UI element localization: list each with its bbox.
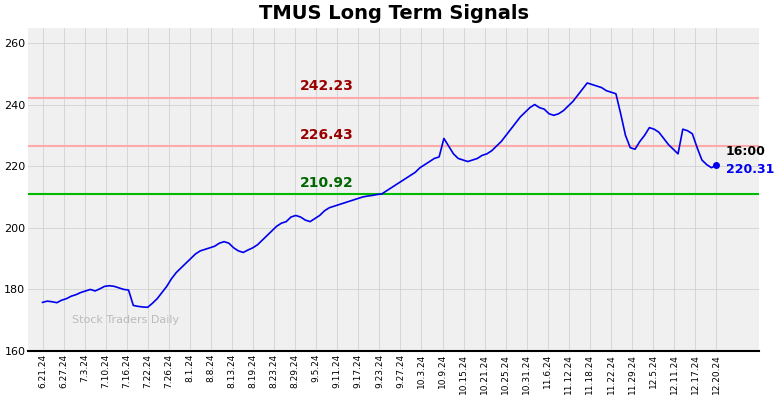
Text: 242.23: 242.23 <box>300 79 354 93</box>
Text: 210.92: 210.92 <box>300 176 354 189</box>
Text: Stock Traders Daily: Stock Traders Daily <box>72 315 180 325</box>
Text: 16:00: 16:00 <box>726 145 766 158</box>
Text: 220.31: 220.31 <box>726 163 774 176</box>
Text: 226.43: 226.43 <box>300 128 354 142</box>
Title: TMUS Long Term Signals: TMUS Long Term Signals <box>259 4 528 23</box>
